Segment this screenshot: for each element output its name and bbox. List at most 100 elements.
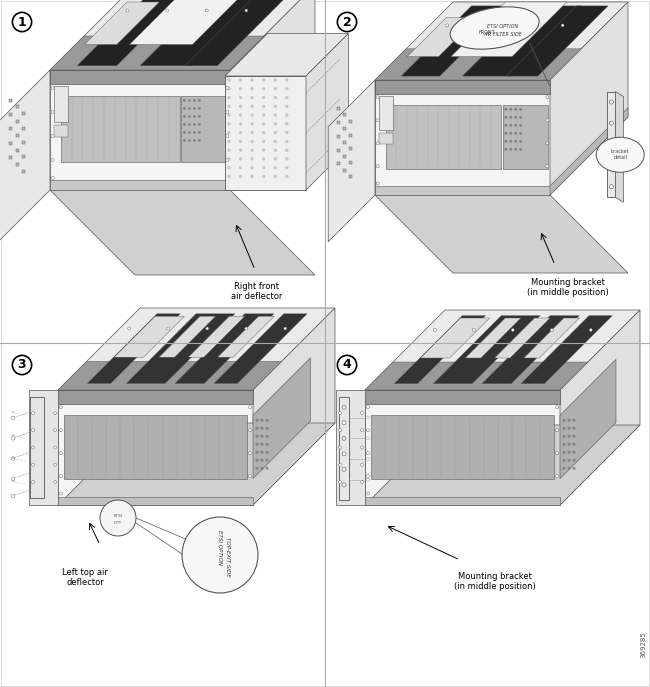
Polygon shape [30,397,44,498]
Text: OPT: OPT [114,521,122,525]
Circle shape [263,87,265,90]
Circle shape [504,116,507,118]
Circle shape [610,185,614,189]
Polygon shape [463,6,582,76]
Circle shape [568,467,570,469]
Circle shape [563,427,566,429]
Circle shape [227,96,230,99]
Circle shape [556,406,558,409]
Circle shape [245,9,248,12]
Circle shape [51,135,54,137]
Circle shape [227,105,230,108]
Circle shape [551,328,553,332]
Circle shape [274,87,277,90]
Circle shape [568,459,570,462]
Bar [346,442,350,446]
Circle shape [182,517,258,593]
Circle shape [227,166,230,169]
Circle shape [239,140,242,143]
Circle shape [198,99,201,102]
Circle shape [285,114,288,116]
Bar [346,462,350,466]
Circle shape [227,122,230,125]
Circle shape [239,114,242,116]
Circle shape [11,477,15,481]
Bar [346,473,350,477]
Circle shape [226,135,229,137]
Text: TOP-EXIT SIDE: TOP-EXIT SIDE [226,537,231,577]
Circle shape [251,157,254,160]
Bar [39,421,43,425]
Bar [337,162,340,166]
Bar [22,112,25,115]
Text: AIR FILTER SIDE: AIR FILTER SIDE [483,32,522,38]
Circle shape [205,9,208,12]
Bar [32,483,37,487]
Bar [340,483,344,487]
Circle shape [266,443,268,445]
Polygon shape [214,314,307,383]
Circle shape [251,140,254,143]
Circle shape [367,437,369,440]
Circle shape [504,140,507,142]
Circle shape [239,122,242,125]
Circle shape [563,435,566,438]
Circle shape [11,457,15,460]
Circle shape [512,328,514,332]
Circle shape [183,139,186,142]
Polygon shape [434,315,540,383]
Polygon shape [502,105,548,168]
Circle shape [266,467,268,469]
Circle shape [266,459,268,462]
Polygon shape [560,359,616,479]
Bar [16,148,19,152]
Polygon shape [126,314,235,383]
Circle shape [515,132,517,135]
Bar [16,120,19,123]
Bar [32,452,37,456]
Polygon shape [50,0,315,70]
Polygon shape [58,390,253,505]
Polygon shape [375,80,550,94]
Polygon shape [365,310,640,390]
Circle shape [256,419,258,422]
Polygon shape [495,318,550,358]
Circle shape [227,79,230,81]
Circle shape [239,175,242,178]
Polygon shape [58,308,335,390]
Circle shape [263,131,265,134]
Circle shape [261,459,263,462]
Circle shape [561,24,564,27]
Polygon shape [50,70,230,85]
Bar [337,148,340,152]
Text: Left top air
deflector: Left top air deflector [62,568,108,587]
Bar [346,431,350,436]
Circle shape [226,159,229,161]
Polygon shape [607,91,616,197]
Circle shape [263,175,265,178]
Bar [8,142,12,145]
Polygon shape [328,80,375,242]
Circle shape [510,148,512,150]
Circle shape [573,467,575,469]
Circle shape [285,140,288,143]
Polygon shape [0,70,50,241]
Circle shape [32,446,34,449]
Bar [53,125,68,137]
Circle shape [339,412,342,414]
Polygon shape [521,315,612,383]
Circle shape [610,142,614,146]
Circle shape [285,122,288,125]
Circle shape [227,140,230,143]
Circle shape [126,9,129,12]
Circle shape [510,132,512,135]
Polygon shape [365,425,640,505]
Circle shape [515,140,517,142]
Circle shape [376,95,379,99]
Circle shape [32,480,34,484]
Circle shape [556,475,558,477]
Polygon shape [550,108,628,195]
Bar [350,133,352,137]
Bar [340,431,344,436]
Text: o-: o- [12,479,16,483]
